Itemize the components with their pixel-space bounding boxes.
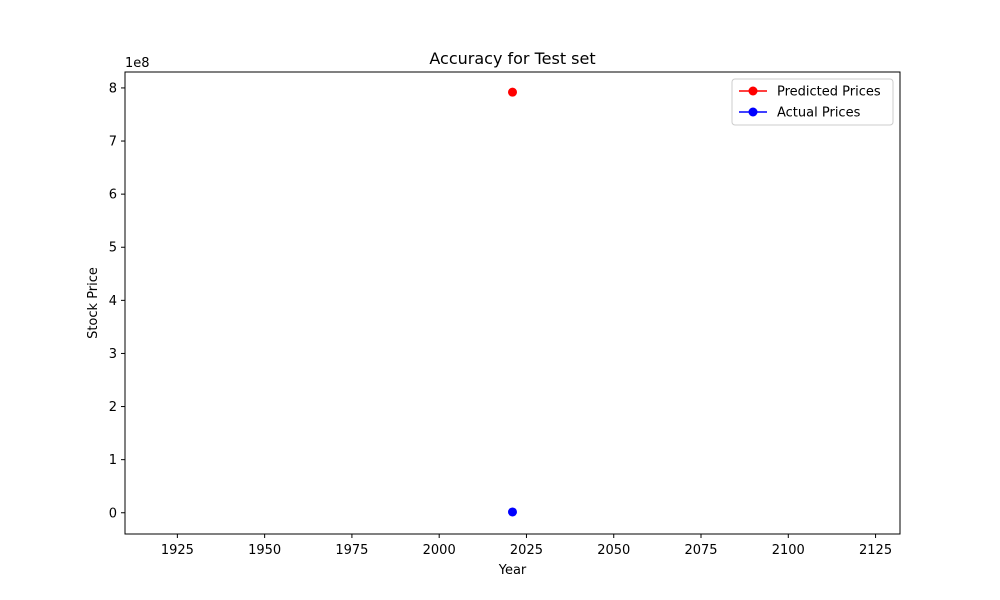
x-tick-label: 2100 xyxy=(772,543,805,558)
y-ticks: 0 1 2 3 4 5 6 7 8 xyxy=(109,81,125,521)
y-tick-label: 8 xyxy=(109,81,117,96)
y-tick-label: 4 xyxy=(109,294,117,309)
legend: Predicted Prices Actual Prices xyxy=(731,78,894,126)
x-tick-label: 1925 xyxy=(161,543,194,558)
x-tick-label: 2025 xyxy=(510,543,543,558)
y-tick-label: 2 xyxy=(109,400,117,415)
data-points xyxy=(508,87,517,517)
y-tick-label: 1 xyxy=(109,453,117,468)
predicted-price-point xyxy=(508,87,517,97)
y-tick-label: 0 xyxy=(109,506,117,521)
y-tick-label: 6 xyxy=(109,188,117,203)
x-tick-label: 2000 xyxy=(423,543,456,558)
x-tick-label: 1975 xyxy=(335,543,368,558)
x-ticks: 1925 1950 1975 2000 2025 2050 2075 2100 2125 xyxy=(161,534,892,558)
y-offset-label: 1e8 xyxy=(125,56,150,71)
chart-title: Accuracy for Test set xyxy=(429,49,595,68)
x-axis-label: Year xyxy=(498,563,527,578)
legend-box xyxy=(731,78,894,126)
y-tick-label: 3 xyxy=(109,347,117,362)
y-tick-label: 7 xyxy=(109,135,117,150)
legend-label-predicted: Predicted Prices xyxy=(777,85,881,100)
y-tick-label: 5 xyxy=(109,241,117,256)
y-axis-label: Stock Price xyxy=(86,267,101,339)
legend-label-actual: Actual Prices xyxy=(777,106,861,121)
x-tick-label: 2075 xyxy=(684,543,717,558)
plot-frame xyxy=(124,71,901,535)
actual-price-point xyxy=(508,507,517,517)
legend-marker-predicted xyxy=(748,86,758,96)
legend-marker-actual xyxy=(748,107,758,117)
x-tick-label: 2050 xyxy=(597,543,630,558)
plot-area xyxy=(125,72,900,534)
x-tick-label: 2125 xyxy=(859,543,892,558)
x-tick-label: 1950 xyxy=(248,543,281,558)
